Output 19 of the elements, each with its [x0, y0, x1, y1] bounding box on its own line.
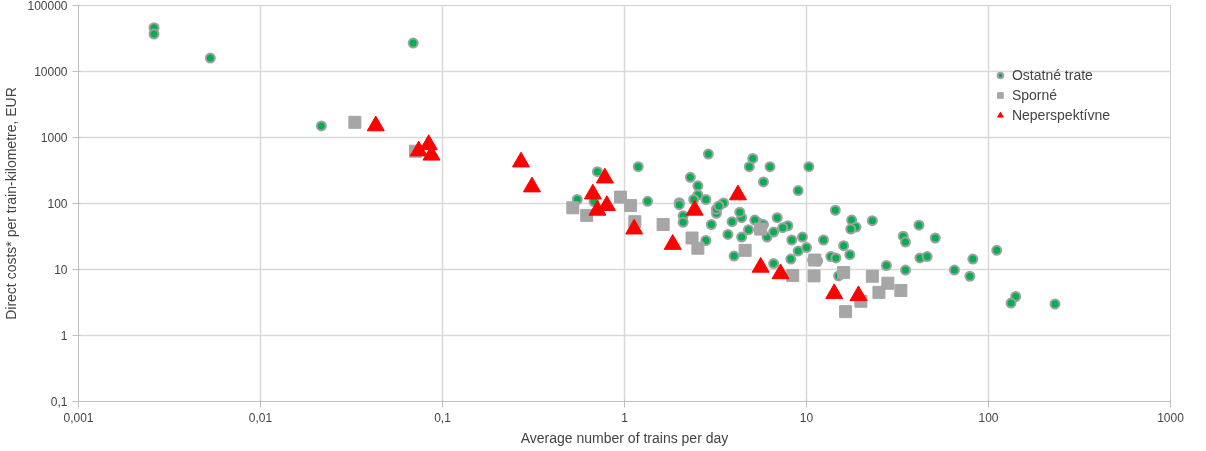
y-axis-title: Direct costs* per train-kilometre, EUR [3, 87, 20, 320]
legend-label: Sporné [1011, 87, 1058, 103]
legend-label: Neperspektívne [1011, 107, 1110, 123]
legend-label: Ostatné trate [1011, 67, 1093, 83]
x-tick-label: 1 [621, 410, 629, 425]
y-tick-label: 0,1 [50, 395, 68, 409]
x-tick-label: 0,001 [63, 410, 94, 425]
y-tick-label: 1000 [40, 131, 68, 145]
x-tick-label: 1000 [1157, 410, 1185, 425]
y-tick-label: 10 [54, 263, 68, 277]
x-tick-label: 10 [799, 410, 814, 425]
y-tick-label: 10000 [34, 65, 68, 79]
x-axis-title: Average number of trains per day [520, 429, 729, 446]
y-tick-label: 100000 [27, 0, 68, 13]
x-tick-label: 0,1 [434, 410, 452, 425]
x-tick-label: 0,01 [248, 410, 273, 425]
y-tick-label: 1 [60, 329, 68, 343]
x-tick-label: 100 [978, 410, 999, 425]
y-tick-label: 100 [47, 197, 68, 211]
